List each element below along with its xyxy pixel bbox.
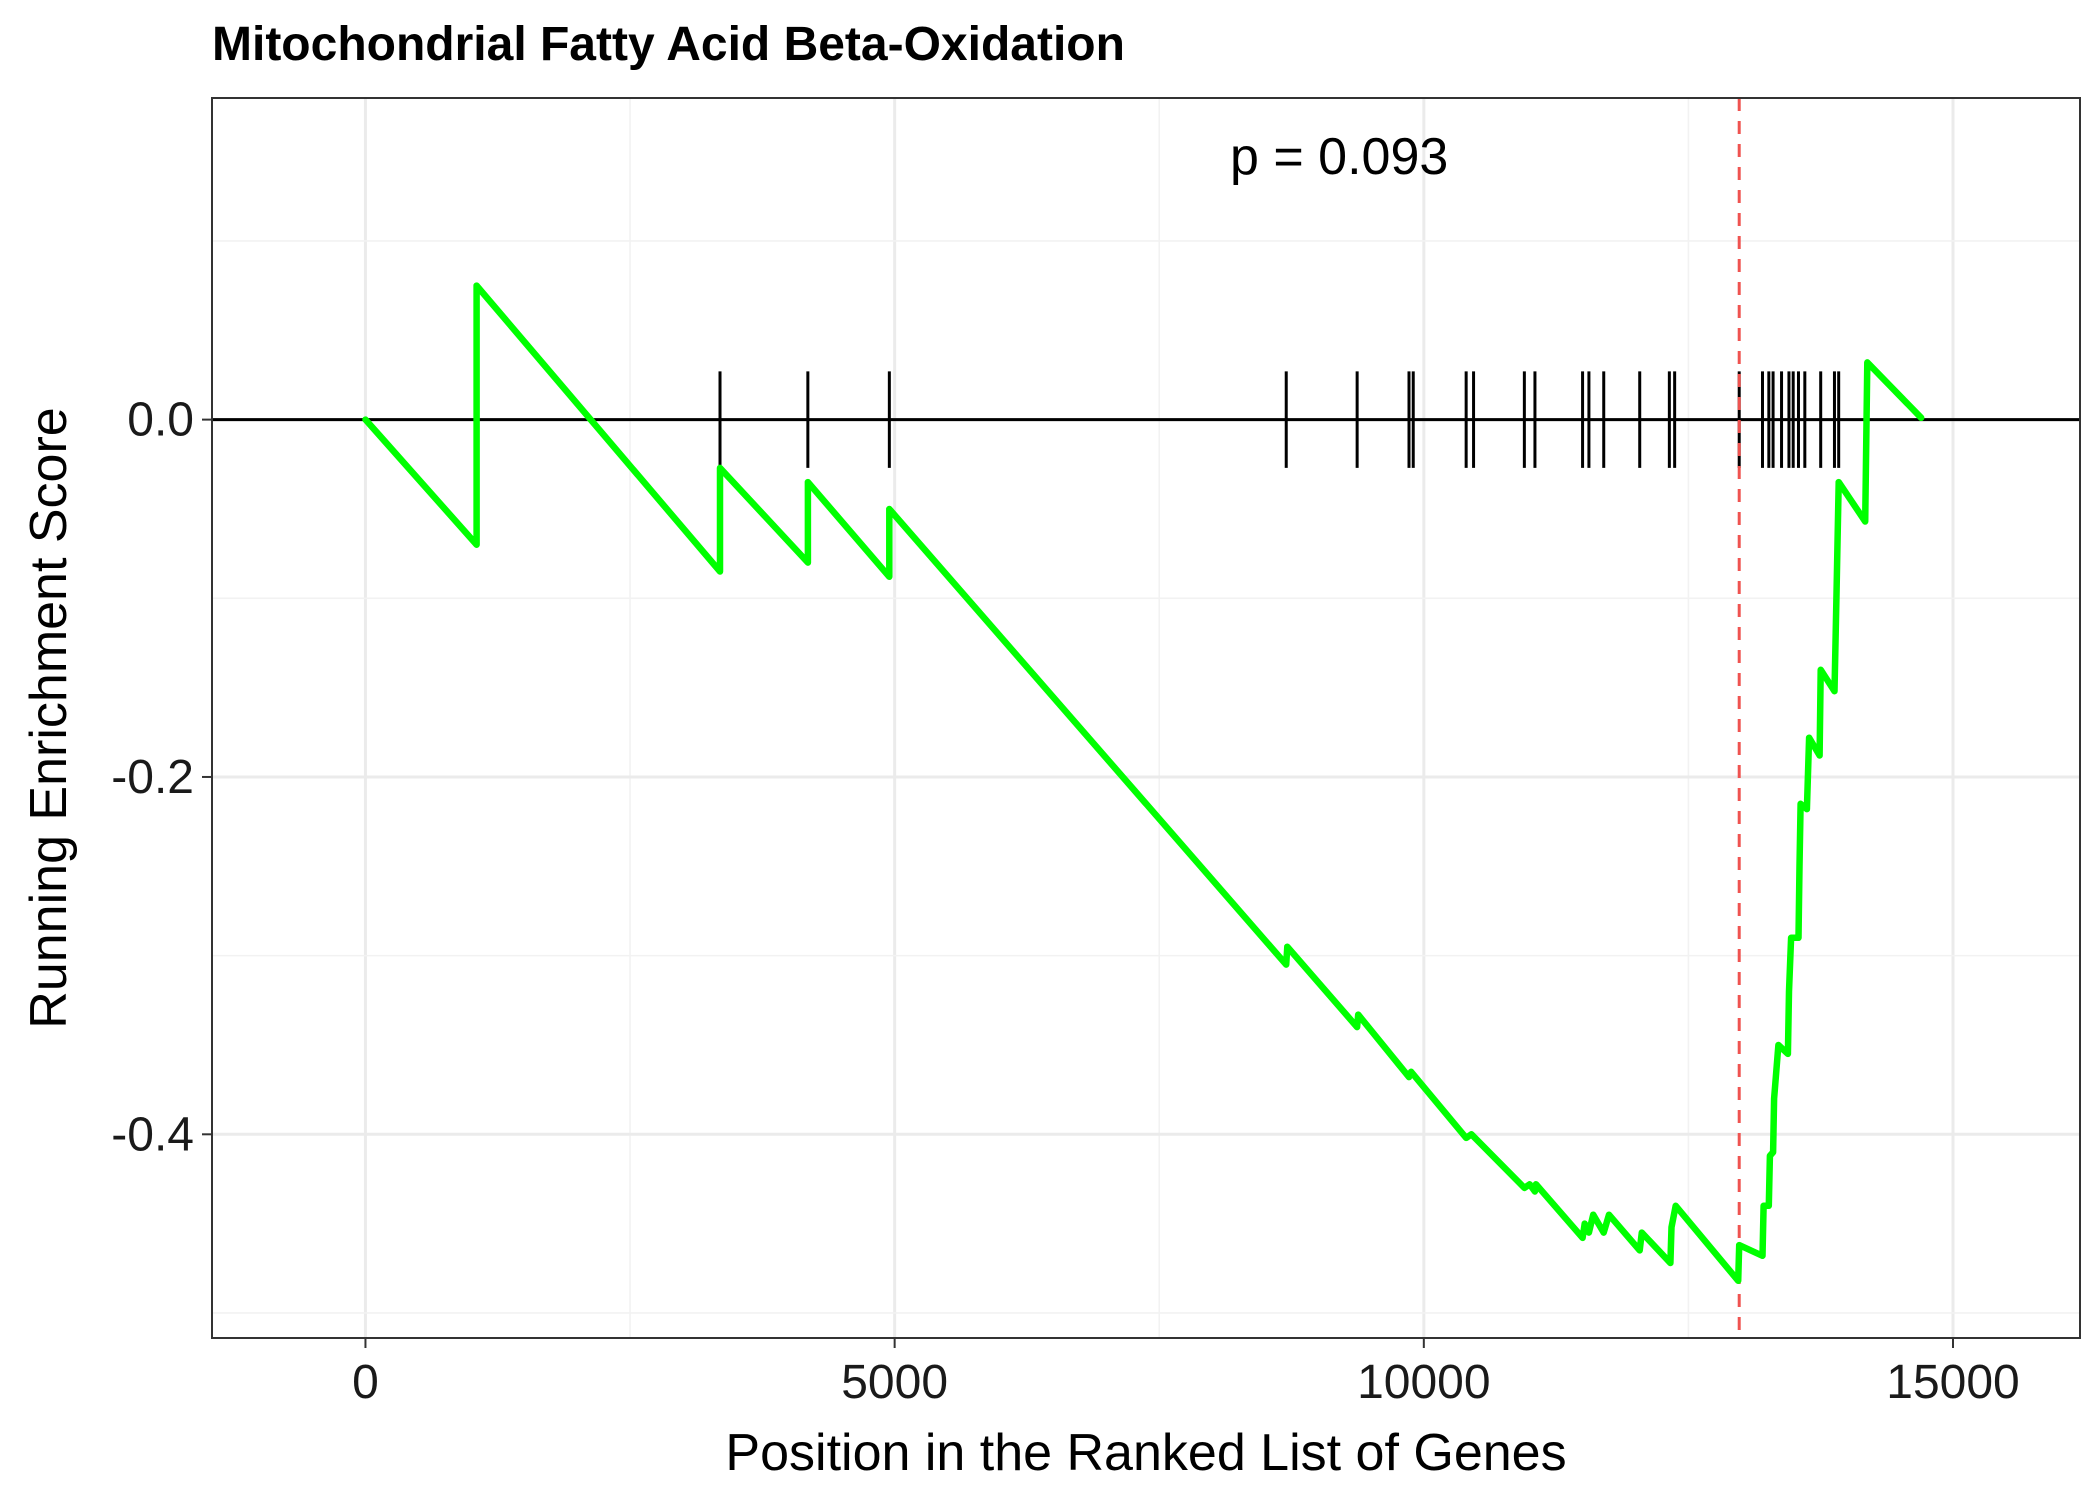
panel-border (211, 97, 2081, 1339)
y-tick-label: -0.4 (111, 1108, 194, 1161)
grid-layer (212, 98, 2080, 1338)
y-axis-title: Running Enrichment Score (20, 407, 78, 1028)
annotation-layer: p = 0.093 (1230, 128, 1448, 186)
tick-layer: 0 5000 10000 15000 0.0 -0.2 -0.4 (111, 394, 2019, 1409)
y-tick-label: 0.0 (127, 394, 194, 447)
rug-layer (718, 371, 1841, 468)
x-tick-label: 0 (352, 1356, 379, 1409)
chart-title: Mitochondrial Fatty Acid Beta-Oxidation (212, 18, 1125, 71)
p-value-annotation: p = 0.093 (1230, 128, 1448, 186)
y-tick-label: -0.2 (111, 751, 194, 804)
x-axis-title: Position in the Ranked List of Genes (725, 1424, 1566, 1482)
series-layer (362, 282, 1925, 1285)
x-tick-label: 5000 (841, 1356, 948, 1409)
x-tick-label: 10000 (1357, 1356, 1490, 1409)
x-tick-label: 15000 (1886, 1356, 2019, 1409)
enrichment-score-line (362, 282, 1925, 1285)
